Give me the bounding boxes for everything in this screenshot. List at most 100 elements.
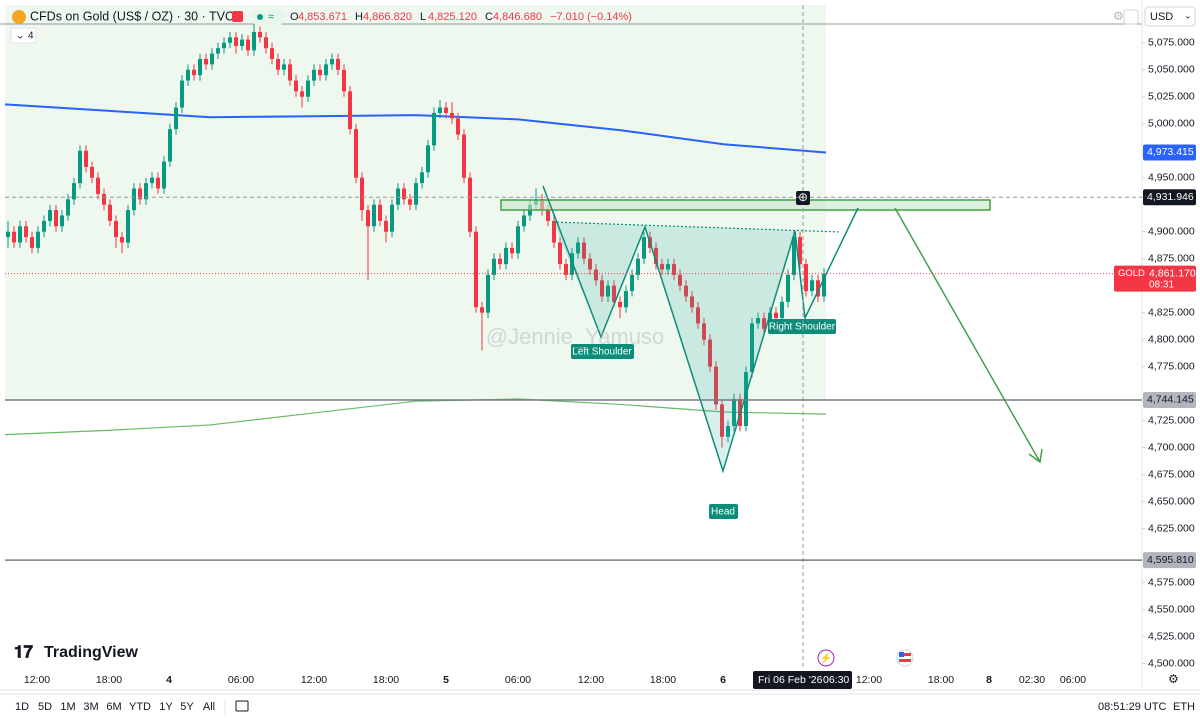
price-label: 4,931.946 [1147,191,1194,203]
crosshair-time: 06:30 [823,674,849,686]
candle-body [264,37,268,49]
range-button[interactable]: 1D [15,701,29,713]
candle-body [804,264,808,292]
x-tick-label: 02:30 [1019,674,1045,686]
ohlc-values: O 4,853.671 H 4,866.820 L 4,825.120 C 4,846.680… [290,11,632,23]
x-tick-label: 06:00 [228,674,254,686]
status-pill[interactable] [250,9,286,25]
candle-body [324,64,328,76]
candle-body [726,426,730,437]
candle-body [744,372,748,427]
candle-body [210,53,214,65]
x-tick-label: 12:00 [301,674,327,686]
candle-body [558,242,562,265]
candle-body [102,193,106,205]
event-icon[interactable] [817,649,835,667]
x-tick-label: 06:00 [1060,674,1086,686]
candle-body [36,231,40,248]
y-tick-label: 4,625.000 [1148,522,1195,534]
layout-icon[interactable] [1123,9,1139,25]
symbol-title[interactable]: CFDs on Gold (US$ / OZ) · 30 · TVC [30,9,234,23]
range-button[interactable]: 1M [60,701,75,713]
status-icon: ≈ [268,11,274,23]
x-tick-label: 12:00 [578,674,604,686]
candle-body [774,312,778,319]
ohlc-key: L [420,11,426,23]
candle-body [204,58,208,65]
candle-body [798,237,802,265]
y-tick-label: 4,650.000 [1148,495,1195,507]
indicator-chevron: ⌄ [16,31,24,42]
settings-icon[interactable]: ⚙ [1113,9,1124,23]
flag-stripe [899,659,911,662]
candle-body [12,231,16,243]
price-label-box [1143,391,1196,408]
candle-body [696,307,700,324]
ohlc-value: 4,853.671 [298,11,347,23]
last-price-symbol: GOLD [1118,268,1145,279]
candle-body [48,210,52,221]
candle-body [432,112,436,146]
range-button[interactable]: 5Y [180,701,194,713]
candle-body [90,166,94,178]
price-label: 4,744.145 [1147,394,1194,406]
candle-body [450,112,454,119]
candle-body [240,39,244,47]
candle-body [390,204,394,232]
candle-body [492,258,496,275]
flag-canton [899,652,904,657]
candle-body [426,145,430,173]
range-button[interactable]: 3M [83,701,98,713]
range-button[interactable]: 5D [38,701,52,713]
x-tick-label: 6 [720,674,726,686]
candle-body [504,247,508,265]
candle-body [60,215,64,227]
range-button[interactable]: YTD [129,701,151,713]
candle-body [576,242,580,254]
range-button[interactable]: All [203,701,215,713]
label-box [571,344,634,359]
candle-body [456,118,460,135]
candle-body [84,150,88,167]
x-tick-label: 18:00 [650,674,676,686]
candle-body [132,188,136,211]
indicator-toggle[interactable] [10,27,37,44]
candle-body [486,274,490,313]
candle-body [30,237,34,248]
y-tick-label: 4,700.000 [1148,441,1195,453]
logo: TradingView [44,644,139,661]
candle-body [822,273,826,297]
candle-body [762,318,766,329]
candle-body [708,339,712,367]
ohlc-key: O [290,11,299,23]
candle-body [420,172,424,184]
range-button[interactable]: 1Y [159,701,173,713]
currency-select[interactable] [1144,6,1196,27]
y-tick-label: 4,875.000 [1148,252,1195,264]
candle-body [720,404,724,437]
candle-body [378,204,382,221]
range-button[interactable]: 6M [106,701,121,713]
candle-body [792,237,796,275]
candle-body [702,323,706,340]
crosshair-plus[interactable] [796,191,810,205]
x-tick-label: 18:00 [928,674,954,686]
candle-body [780,301,784,319]
candle-body [384,220,388,232]
candle-body [360,177,364,211]
market-icon [232,11,243,22]
pattern-line [542,185,859,474]
x-tick-label: 18:00 [96,674,122,686]
x-tick-label: 4 [166,674,172,686]
date-range-icon[interactable] [235,700,249,712]
candle-body [156,177,160,189]
candle-body [732,399,736,427]
ohlc-value: 4,866.820 [363,11,412,23]
session[interactable]: ETH [1173,701,1195,713]
candle-body [630,274,634,292]
axis-settings[interactable]: ⚙ [1168,672,1179,686]
ohlc-change: −7.010 (−0.14%) [550,11,632,23]
candle-body [234,37,238,47]
